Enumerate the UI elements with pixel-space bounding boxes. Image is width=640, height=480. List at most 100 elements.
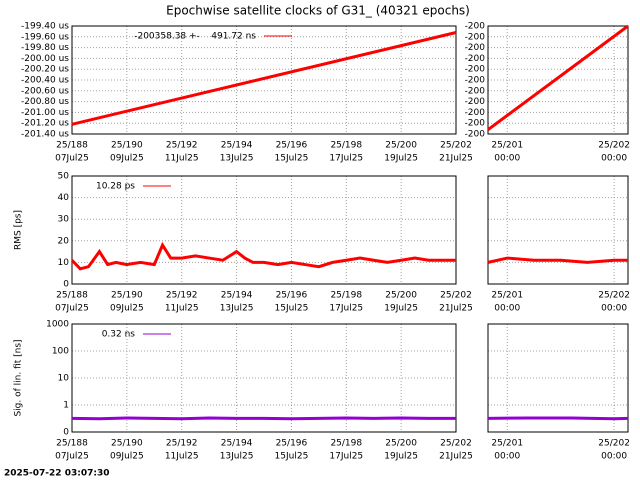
x-tick-sublabel: 00:00	[494, 304, 520, 314]
y-tick-label: -200	[465, 119, 486, 129]
y-tick-label: 20	[58, 236, 70, 246]
y-tick-label: -200.80 us	[21, 97, 69, 107]
x-tick-sublabel: 07Jul25	[55, 304, 89, 314]
x-tick-label: 25/202	[440, 141, 472, 151]
y-tick-label: -200.60 us	[21, 86, 69, 96]
x-tick-sublabel: 00:00	[494, 452, 520, 462]
x-tick-sublabel: 00:00	[601, 154, 627, 164]
x-tick-sublabel: 13Jul25	[220, 154, 254, 164]
timestamp: 2025-07-22 03:07:30	[4, 469, 109, 479]
series-line	[70, 241, 456, 271]
x-tick-label: 25/198	[330, 439, 362, 449]
y-tick-label: 0	[63, 280, 69, 290]
y-tick-label: -201.20 us	[21, 119, 69, 129]
x-tick-sublabel: 11Jul25	[165, 452, 199, 462]
y-tick-label: -199.60 us	[21, 32, 69, 42]
x-tick-label: 25/194	[221, 439, 253, 449]
plot-frame	[71, 175, 457, 285]
x-tick-sublabel: 11Jul25	[165, 154, 199, 164]
series-line	[487, 256, 628, 264]
x-tick-label: 25/192	[166, 439, 198, 449]
x-tick-label: 25/200	[385, 291, 417, 301]
y-tick-label: -200.00 us	[21, 54, 69, 64]
y-tick-label: -199.80 us	[21, 43, 69, 53]
y-tick-label: 100	[52, 347, 69, 357]
plot-frame	[487, 25, 629, 135]
x-tick-label: 25/190	[111, 291, 143, 301]
x-tick-label: 25/202	[598, 141, 630, 151]
x-tick-label: 25/198	[330, 141, 362, 151]
x-tick-label: 25/201	[491, 291, 523, 301]
x-tick-sublabel: 15Jul25	[275, 452, 309, 462]
x-tick-sublabel: 00:00	[494, 154, 520, 164]
x-tick-sublabel: 17Jul25	[329, 304, 363, 314]
y-tick-label: 30	[58, 215, 70, 225]
y-tick-label: -200	[465, 43, 486, 53]
y-tick-label: -200	[465, 54, 486, 64]
x-tick-label: 25/200	[385, 141, 417, 151]
x-tick-sublabel: 15Jul25	[275, 154, 309, 164]
plot-frame	[487, 175, 629, 285]
y-tick-label: 40	[58, 193, 70, 203]
x-tick-sublabel: 09Jul25	[110, 452, 144, 462]
y-tick-label: -201.40 us	[21, 130, 69, 140]
x-tick-sublabel: 00:00	[601, 304, 627, 314]
x-tick-label: 25/192	[166, 291, 198, 301]
y-tick-label: 1000	[46, 320, 69, 330]
x-tick-sublabel: 17Jul25	[329, 452, 363, 462]
legend-label: -200358.38 +- 491.72 ns	[134, 32, 256, 42]
y-tick-label: -200	[465, 97, 486, 107]
plot-frame	[71, 25, 457, 135]
y-axis-label: RMS [ps]	[14, 210, 24, 250]
y-tick-label: 0	[63, 428, 69, 438]
x-tick-label: 25/198	[330, 291, 362, 301]
series-line	[487, 24, 629, 131]
x-tick-label: 25/201	[491, 141, 523, 151]
x-tick-label: 25/202	[598, 291, 630, 301]
x-tick-label: 25/188	[56, 439, 88, 449]
series-line	[71, 31, 457, 126]
x-tick-label: 25/192	[166, 141, 198, 151]
x-tick-sublabel: 13Jul25	[220, 304, 254, 314]
series-line	[71, 416, 456, 421]
x-tick-sublabel: 09Jul25	[110, 154, 144, 164]
x-tick-label: 25/188	[56, 291, 88, 301]
plot-frame	[71, 323, 457, 433]
x-tick-sublabel: 19Jul25	[384, 304, 418, 314]
x-tick-label: 25/202	[440, 439, 472, 449]
x-tick-sublabel: 09Jul25	[110, 304, 144, 314]
y-tick-label: -200	[465, 22, 486, 32]
x-tick-label: 25/194	[221, 291, 253, 301]
x-tick-label: 25/196	[276, 291, 308, 301]
plot-frame	[487, 323, 629, 433]
x-tick-sublabel: 13Jul25	[220, 452, 254, 462]
y-tick-label: -200	[465, 108, 486, 118]
legend-label: 10.28 ps	[96, 182, 135, 192]
y-tick-label: 50	[58, 172, 70, 182]
x-tick-label: 25/196	[276, 141, 308, 151]
series-line	[487, 416, 629, 421]
y-tick-label: -201.00 us	[21, 108, 69, 118]
x-tick-label: 25/201	[491, 439, 523, 449]
y-tick-label: 10	[58, 374, 70, 384]
x-tick-sublabel: 07Jul25	[55, 154, 89, 164]
x-tick-sublabel: 21Jul25	[439, 304, 473, 314]
x-tick-label: 25/200	[385, 439, 417, 449]
y-tick-label: -200.40 us	[21, 76, 69, 86]
x-tick-sublabel: 19Jul25	[384, 452, 418, 462]
x-tick-sublabel: 21Jul25	[439, 154, 473, 164]
x-tick-sublabel: 07Jul25	[55, 452, 89, 462]
y-axis-label: Sig. of lin. fit [ns]	[14, 339, 24, 416]
x-tick-label: 25/202	[598, 439, 630, 449]
y-tick-label: 1	[63, 401, 69, 411]
x-tick-sublabel: 11Jul25	[165, 304, 199, 314]
legend-label: 0.32 ns	[102, 330, 136, 340]
chart-title: Epochwise satellite clocks of G31_ (4032…	[166, 4, 470, 18]
x-tick-sublabel: 19Jul25	[384, 154, 418, 164]
x-tick-label: 25/190	[111, 439, 143, 449]
y-tick-label: -200	[465, 65, 486, 75]
x-tick-sublabel: 15Jul25	[275, 304, 309, 314]
y-tick-label: -199.40 us	[21, 22, 69, 32]
